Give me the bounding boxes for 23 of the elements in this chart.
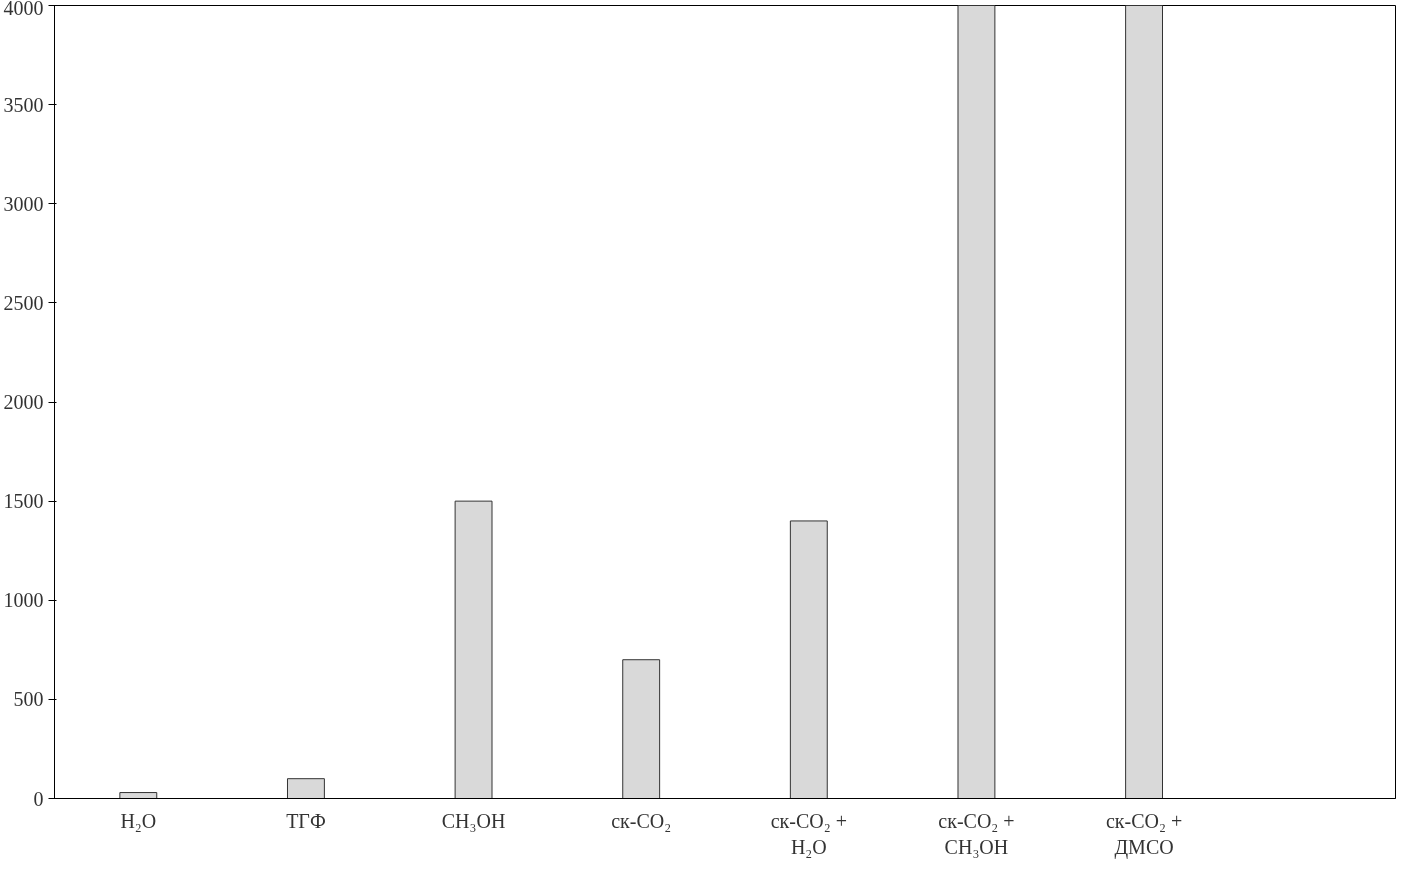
y-tick-label: 0 [33, 787, 44, 810]
bar [1125, 5, 1163, 799]
y-tick-label: 4000 [3, 0, 44, 19]
x-tick-label: ск-CO₂ [611, 809, 672, 832]
y-tick-label: 2000 [3, 391, 44, 413]
x-tick-label: H₂O [120, 809, 157, 832]
y-tick-label: 1500 [3, 490, 44, 513]
bar [622, 659, 661, 799]
bar [789, 520, 828, 799]
y-tick-label: 3000 [3, 192, 44, 215]
x-tick-label: ТГФ [286, 809, 326, 832]
x-tick-label: CH₃OH [441, 809, 506, 832]
y-tick-label: 2500 [3, 291, 44, 314]
y-tick-label: 500 [13, 688, 44, 711]
y-tick-label: 1000 [3, 589, 44, 612]
x-tick-label: ск-CO₂ + CH₃OH [938, 809, 1015, 858]
bar [454, 500, 493, 799]
bar [957, 5, 996, 799]
bar [287, 778, 325, 799]
x-tick-label: ск-CO₂ + ДМСО [1105, 809, 1183, 859]
bar [119, 792, 158, 799]
x-tick-label: ск-CO₂ + H₂O [770, 809, 847, 858]
y-tick-label: 3500 [3, 93, 44, 116]
